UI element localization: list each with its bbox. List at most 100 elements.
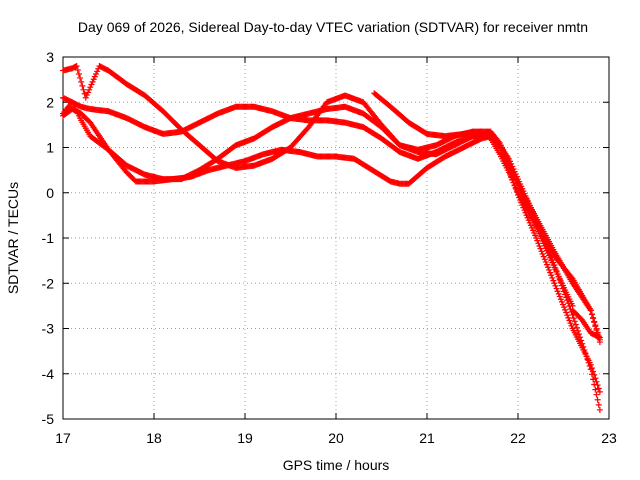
data-point [77,74,84,81]
y-tick-label: -3 [42,321,55,337]
data-point [544,264,551,271]
data-point [86,86,93,93]
data-point [593,378,600,385]
data-point [563,309,570,316]
data-point [596,388,603,395]
x-tick-label: 17 [55,430,71,446]
y-axis-label: SDTVAR / TECUs [5,182,21,294]
data-point [588,311,595,318]
data-point [566,317,573,324]
y-tick-label: 0 [46,185,54,201]
data-point [596,406,603,413]
series-track-5 [371,90,576,309]
data-point [553,285,560,292]
data-point [88,81,95,88]
data-point [92,70,99,77]
data-point [568,322,575,329]
x-tick-label: 21 [419,430,435,446]
data-point [540,253,547,260]
data-point [533,235,540,241]
data-point [538,248,545,255]
data-point [594,396,601,403]
series-track-6 [569,307,603,341]
data-point [591,318,598,325]
x-tick-label: 22 [510,430,526,446]
data-point [541,256,548,263]
data-point [75,70,82,77]
data-point [567,320,574,327]
data-point [73,63,80,70]
data-point [513,177,520,184]
data-point [542,258,549,265]
data-point [90,76,97,83]
data-point [537,245,544,252]
data-point [590,368,597,375]
data-point [592,322,599,329]
data-point [556,293,563,300]
data-point [74,67,81,74]
data-point [564,312,571,319]
data-point [547,269,554,276]
data-point [91,73,98,80]
data-point [548,272,555,279]
x-axis: 17 18 19 20 21 22 23 [55,57,617,446]
data-point [551,280,558,287]
y-tick-label: 1 [46,140,54,156]
data-point [557,296,564,303]
data-point [85,89,92,96]
data-point [592,386,599,393]
data-point [546,266,553,273]
data-point [507,160,514,167]
chart-title: Day 069 of 2026, Sidereal Day-to-day VTE… [78,19,588,35]
series-track-1 [60,106,603,413]
data-point [555,290,562,297]
data-point [587,361,594,368]
data-point [559,301,566,308]
data-point [565,314,572,321]
y-tick-label: 2 [46,94,54,110]
x-tick-label: 18 [146,430,162,446]
data-point [562,306,569,313]
y-tick-label: -1 [42,230,55,246]
data-point [590,314,597,321]
data-point [593,325,600,332]
data-point [534,237,541,244]
series-track-4 [60,63,603,343]
data-point [572,321,579,328]
data-point [570,315,577,322]
data-point [596,334,603,341]
data-point [561,304,568,311]
data-point [94,68,101,75]
series-track-2 [60,94,603,395]
data-point [573,324,580,331]
data-point [595,401,602,408]
y-tick-label: 3 [46,49,54,65]
y-tick-label: -2 [42,275,55,291]
data-point [508,163,515,170]
y-axis: -5 -4 -3 -2 -1 0 1 2 3 [42,49,609,427]
x-tick-label: 23 [601,430,617,446]
data-point [79,82,86,89]
data-point [571,318,578,325]
data-point [543,261,550,268]
y-tick-label: -5 [42,411,55,427]
data-point [587,307,594,314]
x-tick-label: 20 [328,430,344,446]
data-point [592,375,599,382]
data-point [554,288,561,295]
data-point [89,78,96,85]
x-tick-label: 19 [237,430,253,446]
data-point [549,274,556,281]
data-point [536,242,543,249]
data-point [83,92,90,99]
data-point [550,277,557,284]
series-track-3 [60,99,603,346]
data-point [593,391,600,398]
data-point [591,371,598,378]
data-point [595,385,602,392]
y-tick-label: -4 [42,366,55,382]
data-point [552,282,559,289]
grid [63,57,609,419]
data-point [588,365,595,372]
data-point [82,94,89,101]
